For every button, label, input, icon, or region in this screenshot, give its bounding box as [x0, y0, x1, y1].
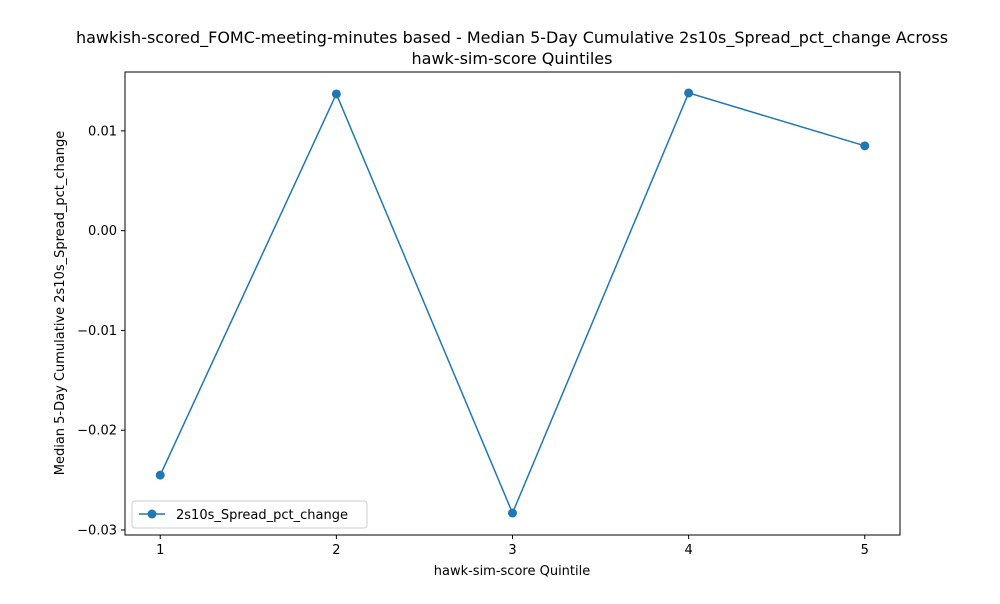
data-point: [508, 508, 517, 518]
x-tick-label: 1: [156, 543, 164, 558]
y-tick-label: −0.01: [77, 324, 117, 339]
x-tick-label: 5: [861, 543, 869, 558]
data-point: [860, 141, 870, 151]
x-tick-label: 4: [684, 543, 692, 558]
y-tick-label: −0.03: [77, 524, 117, 539]
chart-title-line-2: hawk-sim-score Quintiles: [412, 49, 613, 68]
legend-marker-swatch: [147, 509, 157, 519]
x-tick-label: 2: [332, 543, 340, 558]
x-axis-label: hawk-sim-score Quintile: [434, 564, 591, 579]
legend: 2s10s_Spread_pct_change: [131, 500, 368, 529]
y-tick-label: 0.00: [88, 224, 117, 239]
chart-title-line-1: hawkish-scored_FOMC-meeting-minutes base…: [76, 28, 948, 48]
plot-area: 1 2 3 4 5 −0.03 −0.02 −0.01 0.00 0.01: [77, 71, 901, 558]
data-point: [331, 89, 341, 99]
y-tick-label: 0.01: [88, 124, 117, 139]
y-axis-label: Median 5-Day Cumulative 2s10s_Spread_pct…: [53, 131, 68, 476]
legend-label: 2s10s_Spread_pct_change: [176, 508, 348, 523]
data-point: [155, 470, 165, 480]
data-point: [684, 88, 694, 98]
y-tick-label: −0.02: [77, 424, 117, 439]
legend-box: [131, 500, 368, 529]
x-tick-label: 3: [508, 543, 516, 558]
